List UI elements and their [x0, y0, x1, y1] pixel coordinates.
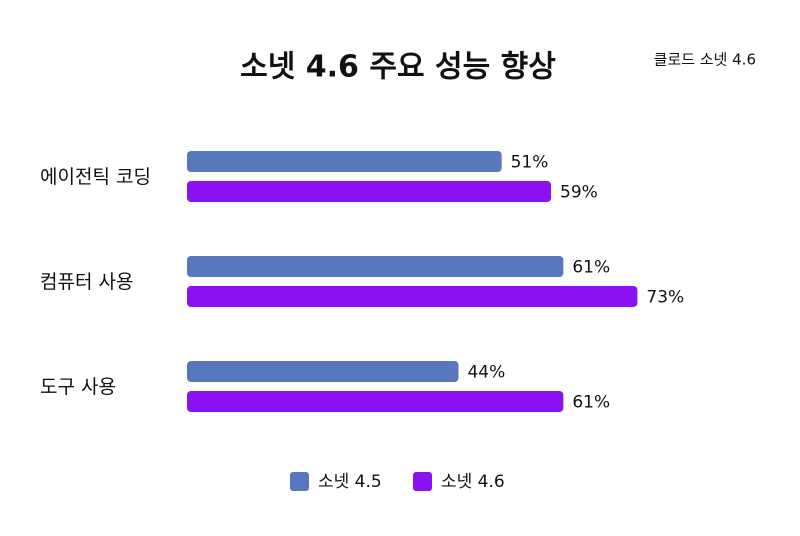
legend-label: 소넷 4.5 — [318, 472, 382, 492]
bar — [187, 286, 638, 307]
value-label: 44% — [467, 363, 505, 383]
bar — [187, 151, 502, 172]
value-label: 73% — [646, 288, 684, 308]
legend-swatch — [290, 472, 309, 491]
legend-swatch — [413, 472, 432, 491]
value-label: 51% — [511, 153, 549, 173]
category-label: 도구 사용 — [40, 376, 116, 398]
chart-title: 소넷 4.6 주요 성능 향상 — [240, 50, 556, 85]
chart-subtitle: 클로드 소넷 4.6 — [654, 51, 756, 69]
value-label: 61% — [572, 393, 610, 413]
bar — [187, 181, 552, 202]
value-label: 59% — [560, 183, 598, 203]
legend-label: 소넷 4.6 — [441, 472, 505, 492]
category-label: 컴퓨터 사용 — [40, 271, 133, 293]
value-label: 61% — [572, 258, 610, 278]
category-label: 에이전틱 코딩 — [40, 166, 151, 188]
bar — [187, 256, 564, 277]
bar — [187, 361, 459, 382]
bar — [187, 391, 564, 412]
